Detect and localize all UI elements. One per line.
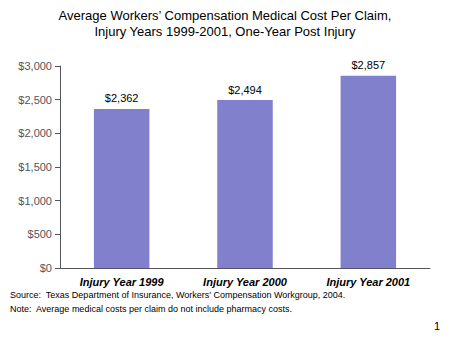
- svg-text:$2,362: $2,362: [105, 92, 139, 104]
- svg-text:$2,500: $2,500: [18, 94, 52, 106]
- svg-text:$0: $0: [40, 262, 52, 274]
- svg-text:Injury Year 2000: Injury Year 2000: [203, 276, 288, 288]
- svg-text:$2,000: $2,000: [18, 127, 52, 139]
- svg-text:$3,000: $3,000: [18, 60, 52, 72]
- svg-text:$500: $500: [28, 228, 52, 240]
- svg-text:Injury Years 1999-2001, One-Ye: Injury Years 1999-2001, One-Year Post In…: [94, 24, 356, 39]
- svg-text:Average Workers’ Compensation: Average Workers’ Compensation Medical Co…: [59, 8, 392, 23]
- svg-text:Injury Year 1999: Injury Year 1999: [80, 276, 165, 288]
- svg-text:Injury Year 2001: Injury Year 2001: [326, 276, 410, 288]
- svg-text:$1,500: $1,500: [18, 161, 52, 173]
- svg-text:1: 1: [434, 320, 440, 332]
- svg-text:$1,000: $1,000: [18, 195, 52, 207]
- svg-text:$2,494: $2,494: [228, 84, 262, 96]
- svg-text:Source: Texas Department of I: Source: Texas Department of Insurance, W…: [10, 290, 345, 300]
- svg-text:$2,857: $2,857: [352, 59, 386, 71]
- svg-text:Note: Average medical costs p: Note: Average medical costs per claim do…: [10, 304, 292, 314]
